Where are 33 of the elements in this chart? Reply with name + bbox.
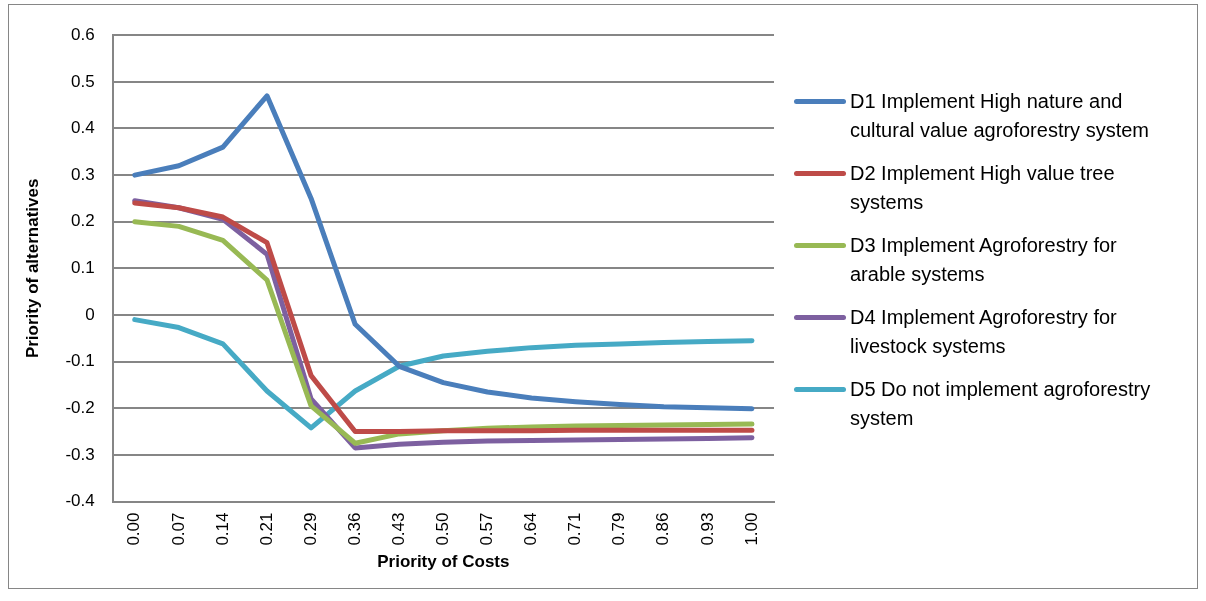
y-tick-label: 0.6 <box>71 24 95 44</box>
x-tick-label: 0.29 <box>300 512 320 546</box>
y-tick-label: 0.2 <box>71 210 95 230</box>
y-tick-label: 0.1 <box>71 257 95 277</box>
x-tick-label: 0.93 <box>697 512 717 546</box>
y-axis-title: Priority of alternatives <box>22 178 42 358</box>
x-tick-label: 0.14 <box>212 512 232 546</box>
x-tick-label: 1.00 <box>741 512 761 546</box>
x-tick-label: 0.50 <box>433 512 453 546</box>
x-tick-label: 0.43 <box>388 512 408 546</box>
y-tick-label: 0.3 <box>71 164 95 184</box>
legend-label: D4 Implement Agroforestry for livestock systems <box>850 304 1118 359</box>
y-tick-label: -0.1 <box>65 350 95 370</box>
x-tick-label: 0.79 <box>609 512 629 546</box>
x-tick-label: 0.07 <box>168 512 188 546</box>
x-tick-label: 0.21 <box>256 512 276 546</box>
x-tick-label: 0.86 <box>653 512 673 546</box>
y-tick-label: -0.4 <box>65 490 95 510</box>
legend-label: D1 Implement High nature and cultural value agroforestry system <box>850 88 1150 143</box>
legend-label: D5 Do not implement agroforestry system <box>850 376 1152 431</box>
y-tick-label: 0 <box>85 304 95 324</box>
x-tick-label: 0.57 <box>477 512 497 546</box>
legend-label: D2 Implement High value tree systems <box>850 160 1116 215</box>
legend-label: D3 Implement Agroforestry for arable systems <box>850 232 1118 287</box>
x-tick-label: 0.00 <box>124 512 144 546</box>
y-tick-label: -0.3 <box>65 444 95 464</box>
x-axis-title: Priority of Costs <box>377 551 510 571</box>
y-tick-label: 0.4 <box>71 117 95 137</box>
y-tick-label: 0.5 <box>71 71 95 91</box>
y-tick-label: -0.2 <box>65 397 95 417</box>
x-tick-label: 0.71 <box>565 512 585 546</box>
x-tick-label: 0.36 <box>344 512 364 546</box>
x-tick-label: 0.64 <box>521 512 541 546</box>
